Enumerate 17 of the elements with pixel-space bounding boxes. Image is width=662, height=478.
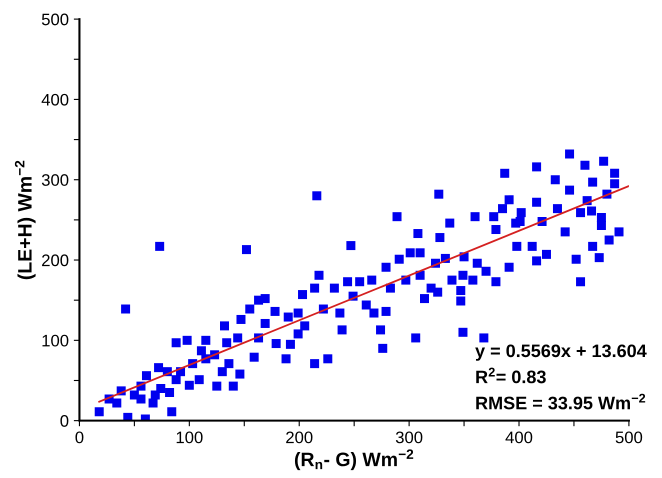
x-tick-label: 200	[286, 431, 312, 444]
y-tick-label: 300	[42, 174, 68, 186]
x-axis-title: (R$_{n}$- G) Wm$^{−2}$	[294, 449, 414, 470]
annotation: y = 0.5569x + 13.604	[475, 344, 647, 361]
annotation: R$^{2}$= 0.83	[476, 368, 546, 384]
y-tick-label: 100	[42, 334, 68, 347]
x-tick-label: 100	[176, 431, 203, 444]
x-tick-label: 500	[616, 431, 642, 444]
y-axis-title: (LE+H) Wm$^{−2}$	[14, 160, 36, 280]
y-tick-label: 500	[42, 14, 68, 26]
y-tick-label: 400	[42, 94, 68, 106]
y-tick-label: 200	[42, 254, 68, 266]
annotation: RMSE = 33.95 Wm$^{−2}$	[476, 394, 646, 410]
y-tick-label: 0	[60, 415, 68, 427]
x-tick-label: 300	[396, 431, 422, 444]
x-tick-label: 400	[505, 431, 532, 444]
x-tick-label: 0	[75, 431, 84, 444]
